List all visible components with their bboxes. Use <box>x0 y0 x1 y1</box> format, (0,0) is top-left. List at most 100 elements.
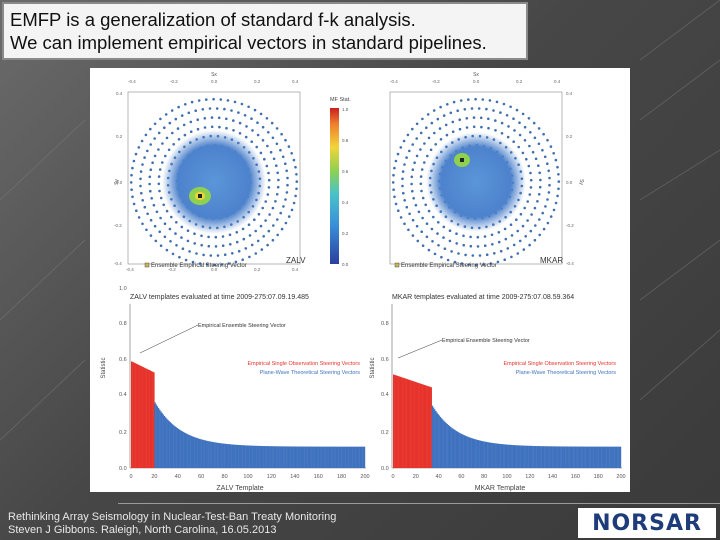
blue-bar <box>273 446 276 468</box>
grid-dot <box>203 126 207 129</box>
grid-dot <box>233 100 237 104</box>
grid-dot <box>433 252 437 256</box>
grid-dot <box>244 247 248 250</box>
x-tick-label: 100 <box>502 474 511 480</box>
colorbar-tick: 0.4 <box>342 200 349 205</box>
blue-bar <box>587 446 590 468</box>
grid-dot <box>464 253 467 257</box>
blue-bar <box>253 445 256 468</box>
blue-bar <box>445 422 447 468</box>
grid-dot <box>549 215 553 218</box>
grid-dot <box>458 118 462 121</box>
grid-dot <box>449 111 453 115</box>
red-bar <box>140 365 142 468</box>
red-bar <box>143 367 146 468</box>
blue-bar <box>549 446 551 468</box>
grid-dot <box>526 219 529 222</box>
grid-dot <box>237 249 241 253</box>
grid-dot <box>190 100 194 104</box>
grid-dot <box>172 143 175 146</box>
grid-dot <box>230 109 233 112</box>
left-chart-legend-blue: Plane-Wave Theoretical Steering Vectors <box>260 370 361 376</box>
grid-dot <box>184 103 187 106</box>
x-tick-label: 60 <box>198 474 204 480</box>
blue-bar <box>346 446 348 468</box>
grid-dot <box>521 112 525 116</box>
grid-dot <box>411 143 415 146</box>
grid-dot <box>280 227 284 231</box>
blue-bar <box>571 446 574 468</box>
red-bar <box>407 379 410 468</box>
blue-bar <box>601 446 603 468</box>
right-map-legend-marker <box>394 262 400 268</box>
blue-bar <box>472 438 475 468</box>
grid-dot <box>264 200 267 203</box>
blue-bar <box>195 437 197 468</box>
right-map-x-tick: 0.2 <box>516 79 523 84</box>
red-bar <box>135 363 138 468</box>
x-tick-label: 140 <box>290 474 299 480</box>
grid-dot <box>259 224 263 228</box>
left-chart-bars <box>131 361 366 468</box>
grid-dot <box>455 232 458 235</box>
blue-bar <box>225 443 228 468</box>
grid-dot <box>248 255 251 259</box>
grid-dot <box>218 125 221 129</box>
right-chart-annotation-arrow <box>397 339 443 359</box>
grid-dot <box>184 258 188 262</box>
blue-bar <box>608 446 610 468</box>
blue-bar <box>487 442 489 468</box>
grid-dot <box>403 163 406 166</box>
blue-bar <box>236 444 238 468</box>
blue-bar <box>276 446 278 468</box>
red-bar <box>397 376 399 468</box>
blue-bar <box>209 441 211 468</box>
grid-dot <box>260 248 264 251</box>
grid-dot <box>285 169 288 173</box>
left-map-x-tick: -0.2 <box>170 79 178 84</box>
red-bar <box>138 364 140 468</box>
grid-dot <box>210 116 214 119</box>
blue-bar <box>502 444 504 468</box>
grid-dot <box>491 243 494 246</box>
left-map-x-tick: 0.2 <box>254 79 261 84</box>
blue-bar <box>543 446 545 468</box>
blue-bar <box>553 446 556 468</box>
grid-dot <box>497 231 501 234</box>
grid-dot <box>434 143 438 146</box>
blue-bar <box>233 444 236 468</box>
grid-dot <box>285 191 289 194</box>
grid-dot <box>159 244 163 247</box>
x-tick-label: 200 <box>360 474 369 480</box>
blue-bar <box>504 444 507 468</box>
right-chart-y-tick: 0.6 <box>381 357 389 363</box>
grid-dot <box>529 229 533 233</box>
blue-bar <box>489 442 492 468</box>
grid-dot <box>266 243 269 247</box>
grid-dot <box>517 145 520 149</box>
grid-dot <box>487 117 490 121</box>
blue-bar <box>176 428 178 468</box>
blue-bar <box>589 446 591 468</box>
blue-bar <box>508 444 510 468</box>
x-tick-label: 160 <box>314 474 323 480</box>
blue-bar <box>322 446 325 468</box>
x-tick-label: 120 <box>525 474 534 480</box>
grid-dot <box>232 129 235 132</box>
blue-bar <box>556 446 558 468</box>
grid-dot <box>394 202 398 206</box>
grid-dot <box>165 209 169 213</box>
grid-dot <box>257 212 261 216</box>
grid-dot <box>205 98 208 101</box>
red-bar <box>147 369 149 468</box>
grid-dot <box>134 152 138 156</box>
grid-dot <box>502 102 506 106</box>
blue-bar <box>617 446 619 468</box>
grid-dot <box>207 244 211 248</box>
grid-dot <box>504 237 508 241</box>
blue-bar <box>442 419 444 468</box>
red-bar <box>415 382 418 468</box>
grid-dot <box>462 234 465 238</box>
blue-bar <box>360 446 362 468</box>
blue-bar <box>452 428 454 468</box>
